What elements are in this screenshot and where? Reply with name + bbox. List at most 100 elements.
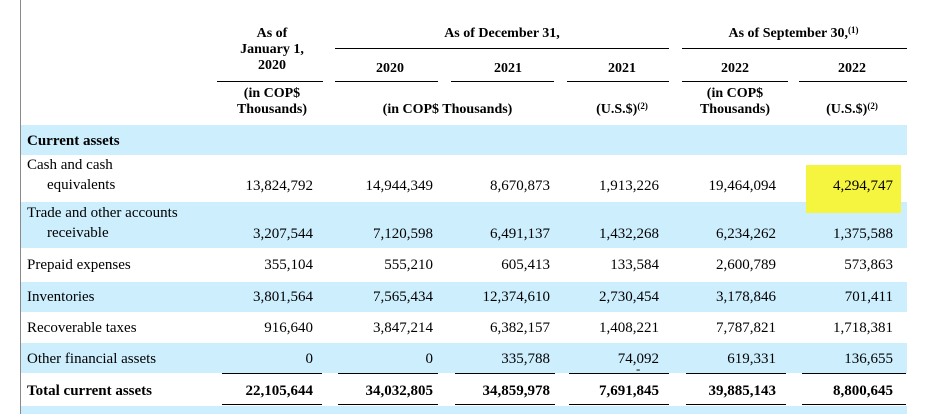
cell-receivable-jan2020: 3,207,544 [253,226,313,242]
unit-sep-line-1: (in COP$ [706,86,764,101]
cell-taxes-2021-usd: 1,408,221 [599,320,659,336]
cell-other-jan2020: 0 [305,351,314,367]
cell-receivable-2021-usd: 1,432,268 [599,226,659,242]
cell-cash-2022-cop: 19,464,094 [708,178,777,194]
rule-bottom-2022-usd [802,404,906,405]
cell-prepaid-2020: 555,210 [384,257,433,273]
cell-other-2022-usd: 136,655 [844,351,893,367]
rule-year-2021-usd [567,81,669,82]
year-2021-cop: 2021 [494,61,522,76]
cell-receivable-2021-cop: 6,491,137 [490,226,550,242]
header-jan-line-1: As of [256,26,288,41]
left-border [20,0,21,414]
rule-year-2022-cop [682,81,788,82]
cell-taxes-jan2020: 916,640 [264,320,313,336]
cell-inventories-2022-cop: 3,178,846 [716,289,776,305]
rule-total-2022-cop [686,373,786,374]
cell-inventories-jan2020: 3,801,564 [253,289,313,305]
cell-taxes-2022-usd: 1,718,381 [833,320,893,336]
cell-other-2022-cop: 619,331 [727,351,776,367]
year-2022-cop: 2022 [721,61,749,76]
header-jan-1: As of January 1, 2020 [222,26,322,74]
row-label-inventories: Inventories [27,289,95,305]
cell-other-2020: 0 [425,351,434,367]
rule-total-jan [222,373,322,374]
unit-usd-2022-note: (2) [867,101,878,111]
cell-cash-2020: 14,944,349 [365,178,434,194]
unit-usd-2021: (U.S.$)(2) [572,101,672,118]
header-dec-group: As of December 31, [444,26,560,41]
cell-total-2022-cop: 39,885,143 [708,383,777,399]
cell-prepaid-jan2020: 355,104 [264,257,313,273]
stray-mark: - [636,361,641,376]
cell-cash-2021-usd: 1,913,226 [599,178,659,194]
rule-total-2021-usd [569,373,669,374]
cell-receivable-2022-usd: 1,375,588 [833,226,893,242]
cell-prepaid-2022-cop: 2,600,789 [716,257,776,273]
cell-taxes-2022-cop: 7,787,821 [716,320,776,336]
cell-other-2021-usd: 74,092 [617,351,659,367]
row-label-receivable-line-1: Trade and other accounts [27,205,178,221]
row-label-total: Total current assets [27,383,152,399]
year-2022-usd: 2022 [838,61,866,76]
cell-total-2022-usd: 8,800,645 [833,383,893,399]
rule-year-2022-usd [799,81,907,82]
cell-receivable-2020: 7,120,598 [373,226,433,242]
cell-taxes-2021-cop: 6,382,157 [490,320,550,336]
header-sep-note: (1) [848,25,859,35]
rule-bottom-2021-usd [569,404,669,405]
row-label-receivable: Trade and other accounts receivable [27,203,178,243]
band-other-financial [21,343,907,373]
row-label-receivable-line-2: receivable [47,225,109,241]
cell-total-2021-cop: 34,859,978 [482,383,551,399]
rule-bottom-jan [222,404,322,405]
rule-bottom-2021-cop [455,404,555,405]
band-receivable [21,202,907,248]
cell-prepaid-2021-cop: 605,413 [501,257,550,273]
cell-inventories-2021-usd: 2,730,454 [599,289,659,305]
row-label-taxes: Recoverable taxes [27,320,137,336]
cell-inventories-2021-cop: 12,374,610 [482,289,551,305]
cell-total-2021-usd: 7,691,845 [599,383,659,399]
cell-total-2020: 34,032,805 [365,383,434,399]
cell-prepaid-2022-usd: 573,863 [844,257,893,273]
unit-jan: (in COP$ Thousands) [222,86,322,118]
row-label-other-financial: Other financial assets [27,351,157,367]
header-sep-group: As of September 30,(1) [682,25,905,42]
unit-sep: (in COP$ Thousands) [685,86,785,118]
cell-other-2021-cop: 335,788 [501,351,550,367]
band-section [21,125,907,155]
rule-total-2022-usd [802,373,906,374]
highlight-marker [806,165,901,213]
rule-year-2021-cop [451,81,554,82]
rule-total-2021-cop [455,373,555,374]
rule-bottom-2020 [338,404,438,405]
row-label-cash: Cash and cash equivalents [27,155,115,195]
row-label-prepaid: Prepaid expenses [27,257,131,273]
cell-receivable-2022-cop: 6,234,262 [716,226,776,242]
band-bottom [21,406,907,414]
cell-cash-jan2020: 13,824,792 [245,178,314,194]
cell-prepaid-2021-usd: 133,584 [610,257,659,273]
header-jan-line-2: January 1, [240,42,304,57]
band-inventories [21,282,907,312]
unit-usd-2021-text: (U.S.$) [596,102,638,117]
unit-usd-2021-note: (2) [637,101,648,111]
unit-sep-line-2: Thousands) [699,102,771,117]
rule-sep-group [682,48,907,49]
unit-usd-2022-text: (U.S.$) [826,102,868,117]
rule-bottom-2022-cop [686,404,786,405]
rule-total-2020 [338,373,438,374]
cell-cash-2022-usd: 4,294,747 [833,178,893,194]
cell-cash-2021-cop: 8,670,873 [490,178,550,194]
row-label-cash-line-2: equivalents [47,177,116,193]
header-sep-text: As of September 30, [728,26,848,41]
cell-total-jan2020: 22,105,644 [245,383,314,399]
cell-inventories-2020: 7,565,434 [373,289,433,305]
rule-year-2020 [335,81,438,82]
cell-taxes-2020: 3,847,214 [373,320,433,336]
unit-jan-line-2: Thousands) [236,102,308,117]
unit-usd-2022: (U.S.$)(2) [802,101,902,118]
header-jan-line-3: 2020 [258,58,286,73]
year-2020: 2020 [376,61,404,76]
